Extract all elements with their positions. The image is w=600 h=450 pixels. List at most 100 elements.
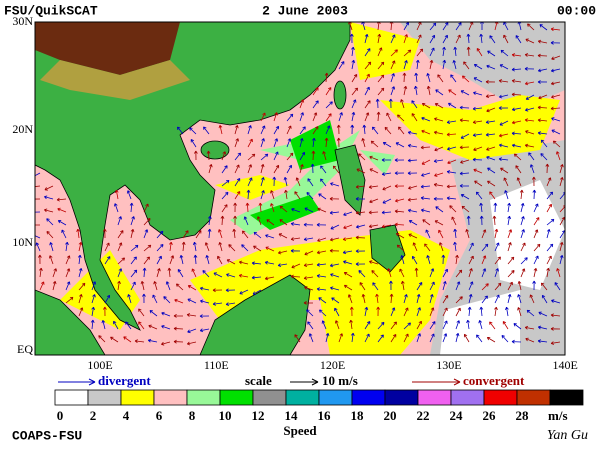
wind-arrow (486, 146, 496, 151)
wind-arrow (331, 297, 340, 304)
wind-arrow (273, 151, 279, 161)
wind-arrow (426, 255, 431, 265)
wind-arrow (220, 215, 225, 226)
legend-convergent: convergent (463, 373, 525, 388)
wind-arrow (540, 153, 548, 161)
wind-arrow (251, 275, 262, 280)
wind-arrow (494, 268, 499, 278)
wind-arrow (551, 129, 561, 135)
wind-arrow (324, 72, 329, 83)
colorbar-tick: 4 (123, 408, 130, 423)
wind-arrow (481, 295, 488, 304)
wind-arrow (429, 307, 435, 317)
wind-arrow (334, 307, 340, 317)
wind-arrow (325, 332, 330, 343)
colorbar-box (351, 389, 386, 406)
wind-arrow (537, 325, 548, 330)
wind-arrow (338, 61, 345, 70)
wind-arrow (500, 49, 509, 57)
wind-arrow (264, 260, 275, 265)
wind-arrow (505, 306, 509, 317)
wind-arrow (498, 106, 509, 110)
wind-arrow (394, 222, 405, 227)
wind-arrow (455, 307, 461, 317)
wind-arrow (429, 294, 434, 304)
wind-arrow (303, 222, 314, 227)
wind-arrow (381, 210, 392, 215)
wind-arrow (537, 339, 548, 343)
wind-arrow (303, 276, 314, 280)
wind-arrow (538, 94, 548, 100)
wind-arrow (351, 99, 357, 109)
wind-arrow (270, 203, 275, 213)
wind-arrow (193, 150, 198, 161)
wind-arrow (245, 202, 250, 213)
wind-arrow (524, 53, 535, 57)
wind-arrow (364, 321, 371, 330)
wind-arrow (343, 260, 353, 265)
wind-arrow (520, 268, 526, 278)
wind-arrow (520, 257, 528, 265)
wind-arrow (517, 294, 522, 304)
wind-arrow (481, 243, 489, 252)
wind-arrow (44, 185, 54, 191)
colorbar-box (54, 389, 89, 406)
wind-arrow (350, 124, 355, 135)
wind-arrow (507, 293, 512, 304)
wind-arrow (472, 106, 483, 111)
wind-arrow (407, 143, 418, 148)
header-left: FSU/QuikSCAT (4, 3, 98, 18)
wind-arrow (316, 274, 327, 278)
wind-arrow (207, 228, 212, 239)
wind-arrow (321, 320, 327, 330)
wind-arrow (260, 163, 265, 174)
wind-arrow (247, 164, 253, 174)
lat-label: EQ (17, 342, 33, 356)
wind-arrow (468, 268, 473, 278)
wind-arrow (256, 216, 262, 226)
wind-arrow (163, 296, 171, 304)
wind-arrow (498, 79, 509, 83)
wind-arrow (520, 216, 525, 226)
wind-arrow (511, 67, 522, 72)
legend-scale: scale (245, 373, 272, 388)
wind-arrow (355, 262, 366, 266)
wind-arrow (537, 131, 548, 135)
wind-arrow (453, 241, 457, 252)
wind-arrow (330, 273, 340, 278)
wind-arrow (294, 191, 301, 200)
wind-arrow (396, 244, 405, 252)
wind-arrow (241, 244, 249, 252)
wind-arrow (140, 280, 145, 291)
wind-arrow (347, 294, 353, 304)
wind-arrow (511, 143, 522, 148)
wind-arrow (129, 202, 134, 213)
wind-arrow (228, 244, 236, 252)
wind-arrow (104, 256, 111, 265)
wind-arrow (434, 146, 444, 152)
wind-arrow (208, 164, 213, 174)
colorbar-tick: 10 (219, 408, 232, 423)
wind-arrow (434, 220, 444, 226)
wind-arrow (377, 321, 385, 330)
wind-arrow (420, 184, 431, 189)
wind-arrow (479, 215, 484, 226)
wind-arrow (485, 79, 496, 84)
wind-arrow (52, 268, 58, 278)
wind-arrow (384, 126, 392, 135)
wind-arrow (403, 49, 412, 57)
wind-arrow (377, 61, 385, 70)
wind-arrow (295, 177, 301, 187)
wind-arrow (524, 143, 535, 148)
wind-arrow (190, 139, 197, 148)
wind-arrow (537, 80, 548, 84)
wind-arrow (195, 230, 202, 239)
wind-arrow (416, 48, 424, 57)
wind-arrow (415, 59, 420, 70)
wind-arrow (408, 233, 418, 239)
wind-arrow (554, 282, 561, 291)
wind-arrow (364, 48, 371, 57)
wind-arrow (91, 281, 97, 291)
wind-arrow (186, 313, 197, 317)
wind-arrow (507, 202, 511, 213)
